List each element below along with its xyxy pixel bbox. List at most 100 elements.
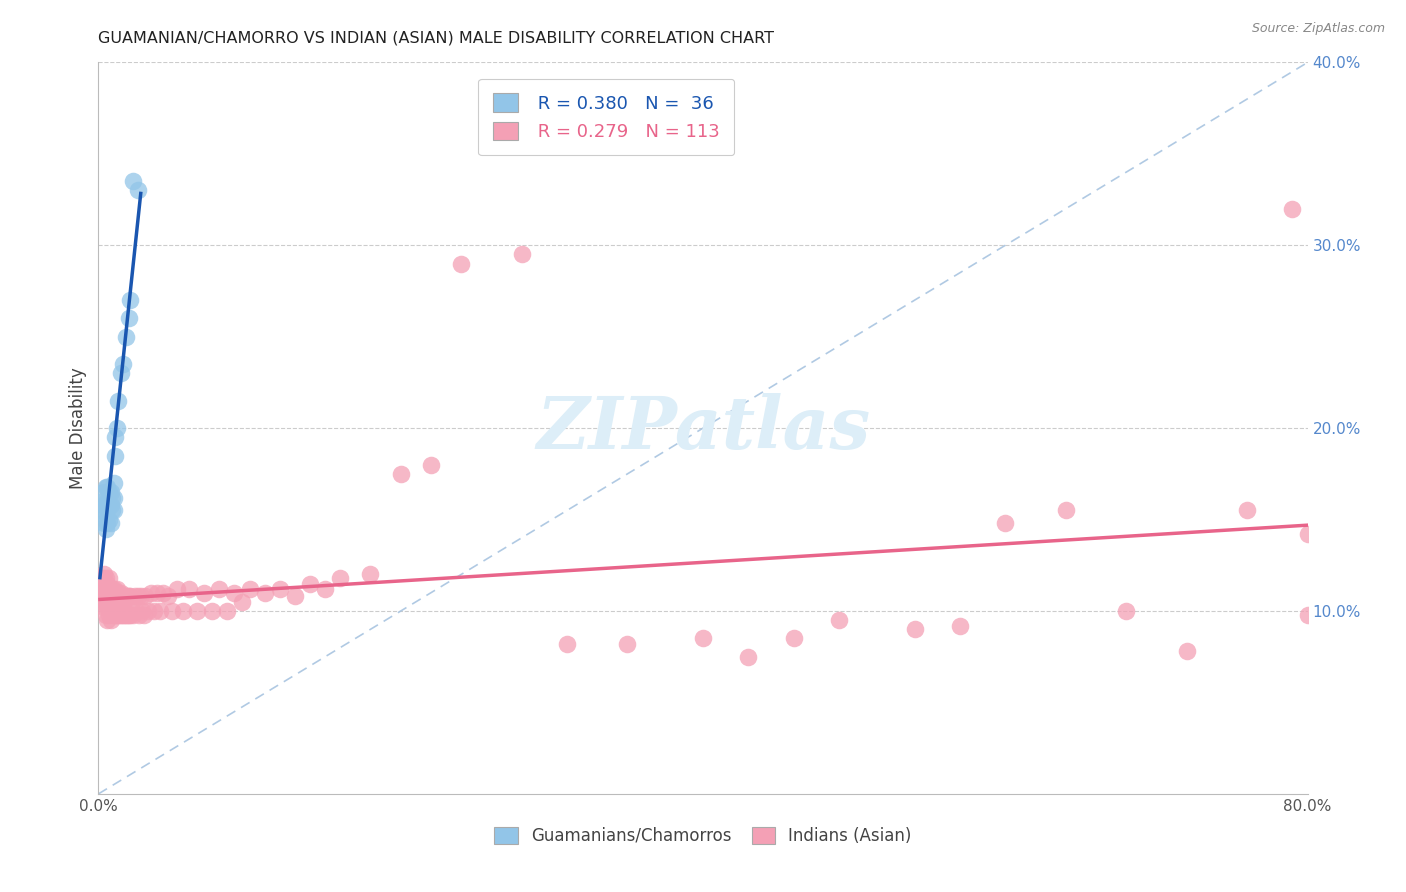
Point — [91, 503, 114, 517]
Point — [215, 604, 238, 618]
Point — [112, 595, 135, 609]
Point — [105, 607, 128, 622]
Point — [115, 607, 138, 622]
Point — [1296, 527, 1319, 541]
Point — [1175, 644, 1198, 658]
Point — [120, 590, 142, 604]
Point — [103, 582, 125, 596]
Text: Source: ZipAtlas.com: Source: ZipAtlas.com — [1251, 22, 1385, 36]
Point — [510, 247, 533, 261]
Point — [96, 613, 118, 627]
Point — [152, 585, 174, 599]
Point — [107, 585, 129, 599]
Point — [1115, 604, 1137, 618]
Point — [103, 595, 125, 609]
Point — [201, 604, 224, 618]
Point — [94, 522, 117, 536]
Y-axis label: Male Disability: Male Disability — [69, 368, 87, 489]
Point — [93, 600, 115, 615]
Point — [269, 582, 291, 596]
Point — [105, 595, 128, 609]
Point — [100, 498, 122, 512]
Point — [100, 516, 122, 531]
Point — [156, 590, 179, 604]
Point — [93, 582, 115, 596]
Point — [118, 590, 141, 604]
Point — [284, 590, 307, 604]
Point — [105, 421, 128, 435]
Point — [93, 590, 115, 604]
Point — [121, 595, 143, 609]
Point — [118, 607, 141, 622]
Point — [98, 607, 121, 622]
Point — [89, 576, 111, 591]
Point — [98, 571, 121, 585]
Point — [100, 600, 122, 615]
Point — [129, 590, 152, 604]
Point — [96, 600, 118, 615]
Point — [420, 458, 443, 472]
Point — [111, 607, 134, 622]
Point — [104, 430, 127, 444]
Point — [104, 607, 127, 622]
Point — [101, 582, 124, 596]
Point — [253, 585, 276, 599]
Point — [124, 590, 146, 604]
Point — [94, 607, 117, 622]
Point — [105, 582, 128, 596]
Point — [108, 595, 131, 609]
Point — [93, 485, 115, 500]
Point — [389, 467, 412, 481]
Point — [104, 449, 127, 463]
Point — [1236, 503, 1258, 517]
Point — [1296, 607, 1319, 622]
Point — [172, 604, 194, 618]
Point — [91, 571, 114, 585]
Point — [111, 357, 134, 371]
Point — [100, 613, 122, 627]
Point — [94, 512, 117, 526]
Point — [179, 582, 201, 596]
Point — [193, 585, 215, 599]
Point — [91, 595, 114, 609]
Point — [90, 503, 112, 517]
Point — [186, 604, 208, 618]
Point — [134, 590, 156, 604]
Point — [96, 494, 118, 508]
Point — [94, 498, 117, 512]
Point — [162, 604, 184, 618]
Point — [329, 571, 352, 585]
Point — [110, 585, 132, 599]
Point — [231, 595, 253, 609]
Point — [98, 595, 121, 609]
Point — [98, 585, 121, 599]
Point — [208, 582, 231, 596]
Point — [94, 480, 117, 494]
Point — [93, 498, 115, 512]
Text: ZIPatlas: ZIPatlas — [536, 392, 870, 464]
Point — [91, 494, 114, 508]
Point — [224, 585, 246, 599]
Point — [110, 607, 132, 622]
Point — [616, 637, 638, 651]
Point — [146, 585, 169, 599]
Point — [107, 595, 129, 609]
Point — [96, 576, 118, 591]
Point — [103, 503, 125, 517]
Point — [98, 498, 121, 512]
Point — [101, 503, 124, 517]
Point — [101, 593, 124, 607]
Point — [118, 311, 141, 326]
Point — [314, 582, 336, 596]
Point — [96, 480, 118, 494]
Point — [737, 649, 759, 664]
Point — [143, 604, 166, 618]
Point — [120, 293, 142, 307]
Point — [141, 585, 163, 599]
Point — [93, 567, 115, 582]
Point — [114, 330, 136, 344]
Point — [111, 595, 134, 609]
Point — [96, 503, 118, 517]
Point — [96, 590, 118, 604]
Point — [98, 512, 121, 526]
